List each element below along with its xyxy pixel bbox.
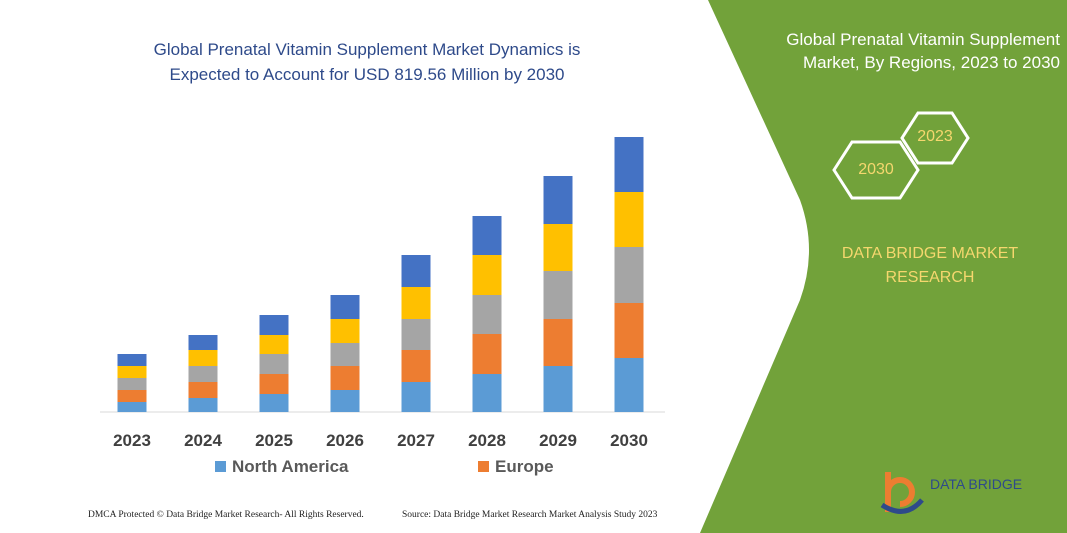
bar-segment [472, 295, 502, 334]
bar-segment [330, 366, 360, 390]
legend-swatch [478, 461, 489, 472]
bar-segment [259, 394, 289, 412]
bar-segment [543, 176, 573, 224]
hex-label: 2023 [917, 128, 953, 145]
bar-segment [401, 319, 431, 350]
hexagon [900, 111, 970, 165]
x-tick-label: 2028 [468, 431, 506, 450]
bar-segment [401, 382, 431, 412]
panel-title: Global Prenatal Vitamin Supplement Marke… [786, 30, 1060, 72]
bar-segment [401, 255, 431, 287]
bar-segment [117, 378, 147, 390]
bar-segment [614, 247, 644, 303]
logo-icon [880, 498, 924, 514]
bar-segment [543, 319, 573, 366]
bar-segment [188, 398, 218, 412]
bar-segment [259, 354, 289, 374]
legend-label: Europe [495, 457, 554, 476]
x-tick-label: 2024 [184, 431, 222, 450]
bar-segment [472, 334, 502, 374]
bar-segment [330, 319, 360, 343]
bar-segment [330, 295, 360, 319]
bar-segment [543, 366, 573, 412]
bar-segment [543, 224, 573, 271]
x-tick-label: 2025 [255, 431, 293, 450]
bar-segment [188, 382, 218, 398]
logo-icon [885, 472, 915, 512]
bar-segment [117, 366, 147, 378]
legend-swatch [215, 461, 226, 472]
bar-segment [330, 390, 360, 412]
chart-title: Global Prenatal Vitamin Supplement Marke… [153, 40, 581, 84]
bar-segment [614, 358, 644, 412]
footer-left: DMCA Protected © Data Bridge Market Rese… [88, 510, 364, 520]
bar-segment [614, 137, 644, 192]
x-tick-label: 2023 [113, 431, 151, 450]
footer-right: Source: Data Bridge Market Research Mark… [402, 510, 658, 520]
logo-text: DATA BRIDGE [930, 476, 1023, 492]
x-tick-label: 2026 [326, 431, 364, 450]
bar-segment [188, 350, 218, 366]
bar-segment [472, 216, 502, 255]
bar-segment [330, 343, 360, 366]
bar-segment [188, 335, 218, 350]
x-tick-label: 2027 [397, 431, 435, 450]
legend-label: North America [232, 457, 349, 476]
side-panel [700, 0, 1067, 533]
x-tick-label: 2029 [539, 431, 577, 450]
bar-segment [117, 354, 147, 366]
bar-segment [472, 255, 502, 295]
bar-segment [259, 315, 289, 335]
bar-segment [614, 303, 644, 358]
bar-segment [614, 192, 644, 247]
bar-segment [117, 390, 147, 402]
hex-label: 2030 [858, 161, 894, 178]
bar-segment [401, 287, 431, 319]
hexagon [832, 140, 920, 200]
bar-segment [188, 366, 218, 382]
bar-segment [472, 374, 502, 412]
bar-segment [259, 335, 289, 354]
bar-segment [117, 402, 147, 412]
bar-segment [401, 350, 431, 382]
bar-segment [259, 374, 289, 394]
bar-segment [543, 271, 573, 319]
brand: DATA BRIDGE MARKET RESEARCH [841, 245, 1019, 286]
x-tick-label: 2030 [610, 431, 648, 450]
